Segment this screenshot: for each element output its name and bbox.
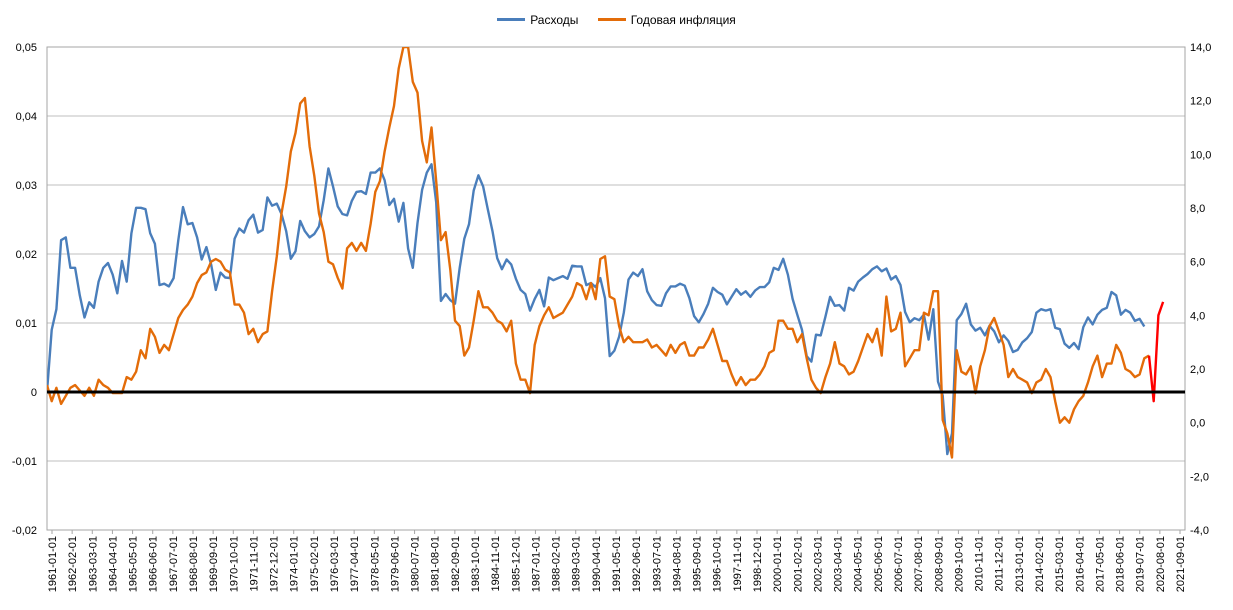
x-tick-label: 1977-04-01 [349,536,361,592]
x-tick-label: 2008-09-01 [933,536,945,592]
x-tick-label: 1987-01-01 [530,536,542,592]
x-tick-label: 2020-08-01 [1155,536,1167,592]
y-right-tick-label: -4,0 [1190,525,1209,537]
legend-item-spending: Расходы [497,13,578,27]
x-tick-label: 2005-06-01 [873,536,885,592]
x-tick-label: 1979-06-01 [389,536,401,592]
x-tick-label: 1974-01-01 [289,536,301,592]
x-tick-label: 1969-09-01 [208,536,220,592]
x-tick-label: 2000-01-01 [772,536,784,592]
y-left-tick-label: 0,01 [16,318,37,330]
y-right-tick-label: 8,0 [1190,203,1205,215]
y-left-tick-label: 0,05 [16,42,37,54]
x-tick-label: 2003-04-01 [833,536,845,592]
x-tick-label: 1962-02-01 [67,536,79,592]
legend-swatch-spending [497,18,526,21]
legend-label-spending: Расходы [530,12,579,27]
x-tick-label: 1971-11-01 [248,536,260,591]
x-tick-label: 1996-10-01 [712,536,724,592]
legend-item-inflation: Годовая инфляция [597,12,736,27]
x-tick-label: 1972-12-01 [269,536,281,592]
y-left-tick-label: 0 [31,387,37,399]
legend-label-inflation: Годовая инфляция [630,12,736,27]
y-left-tick-label: -0,02 [12,525,37,537]
x-tick-label: 1965-05-01 [128,536,140,592]
x-tick-label: 1968-08-01 [188,536,200,592]
x-tick-label: 2002-03-01 [812,536,824,592]
x-tick-label: 1964-04-01 [107,536,119,592]
x-tick-label: 2019-07-01 [1135,536,1147,592]
x-tick-label: 1988-02-01 [551,536,563,592]
x-tick-label: 2016-04-01 [1074,536,1086,592]
x-tick-label: 1990-04-01 [591,536,603,592]
x-tick-label: 1982-09-01 [450,536,462,592]
y-right-tick-label: 12,0 [1190,96,1211,108]
y-right-tick-label: 10,0 [1190,149,1211,161]
x-tick-label: 2004-05-01 [853,536,865,592]
x-tick-label: 1967-07-01 [168,536,180,592]
x-tick-label: 2013-01-01 [1014,536,1026,592]
legend-swatch-inflation [597,18,626,21]
y-right-tick-label: 14,0 [1190,42,1211,54]
x-tick-label: 1998-12-01 [752,536,764,592]
series-line-spending [47,163,1146,456]
x-tick-label: 2009-10-01 [953,536,965,592]
y-left-tick-label: -0,01 [12,456,37,468]
x-tick-label: 1963-03-01 [87,536,99,592]
x-tick-label: 2015-03-01 [1054,536,1066,592]
x-tick-label: 2018-06-01 [1115,536,1127,592]
x-tick-label: 1961-01-01 [47,536,59,592]
x-tick-label: 2006-07-01 [893,536,905,592]
x-tick-label: 1975-02-01 [309,536,321,592]
y-right-tick-label: 6,0 [1190,257,1205,269]
y-right-tick-label: 2,0 [1190,364,1205,376]
x-tick-label: 1983-10-01 [470,536,482,592]
y-left-tick-label: 0,03 [16,180,37,192]
x-tick-label: 1985-12-01 [510,536,522,592]
chart-legend: Расходы Годовая инфляция [0,10,1233,27]
y-left-tick-label: 0,02 [16,249,37,261]
x-tick-label: 1994-08-01 [671,536,683,592]
x-tick-label: 1997-11-01 [732,536,744,591]
x-tick-label: 1995-09-01 [692,536,704,592]
y-right-tick-label: -2,0 [1190,471,1209,483]
x-tick-label: 1966-06-01 [148,536,160,592]
y-left-tick-label: 0,04 [16,111,37,123]
x-tick-label: 1976-03-01 [329,536,341,592]
x-tick-label: 1978-05-01 [369,536,381,592]
x-tick-label: 2014-02-01 [1034,536,1046,592]
x-tick-label: 2011-12-01 [994,536,1006,591]
x-tick-label: 2017-05-01 [1094,536,1106,592]
plot-area-border [46,46,1186,531]
x-tick-label: 1981-08-01 [430,536,442,592]
x-tick-label: 1991-05-01 [611,536,623,592]
x-tick-label: 1993-07-01 [651,536,663,592]
x-tick-label: 1980-07-01 [410,536,422,592]
x-tick-label: 1989-03-01 [571,536,583,592]
x-tick-label: 1984-11-01 [490,536,502,591]
x-tick-label: 2001-02-01 [792,536,804,592]
x-tick-label: 1992-06-01 [631,536,643,592]
x-tick-label: 2010-11-01 [974,536,986,591]
y-right-tick-label: 4,0 [1190,310,1205,322]
x-tick-label: 2007-08-01 [913,536,925,592]
series-line-inflation [47,47,1150,459]
series-line-inflation-forecast [1147,301,1165,403]
y-right-tick-label: 0,0 [1190,418,1205,430]
x-tick-label: 1970-10-01 [228,536,240,592]
x-tick-label: 2021-09-01 [1175,536,1187,592]
